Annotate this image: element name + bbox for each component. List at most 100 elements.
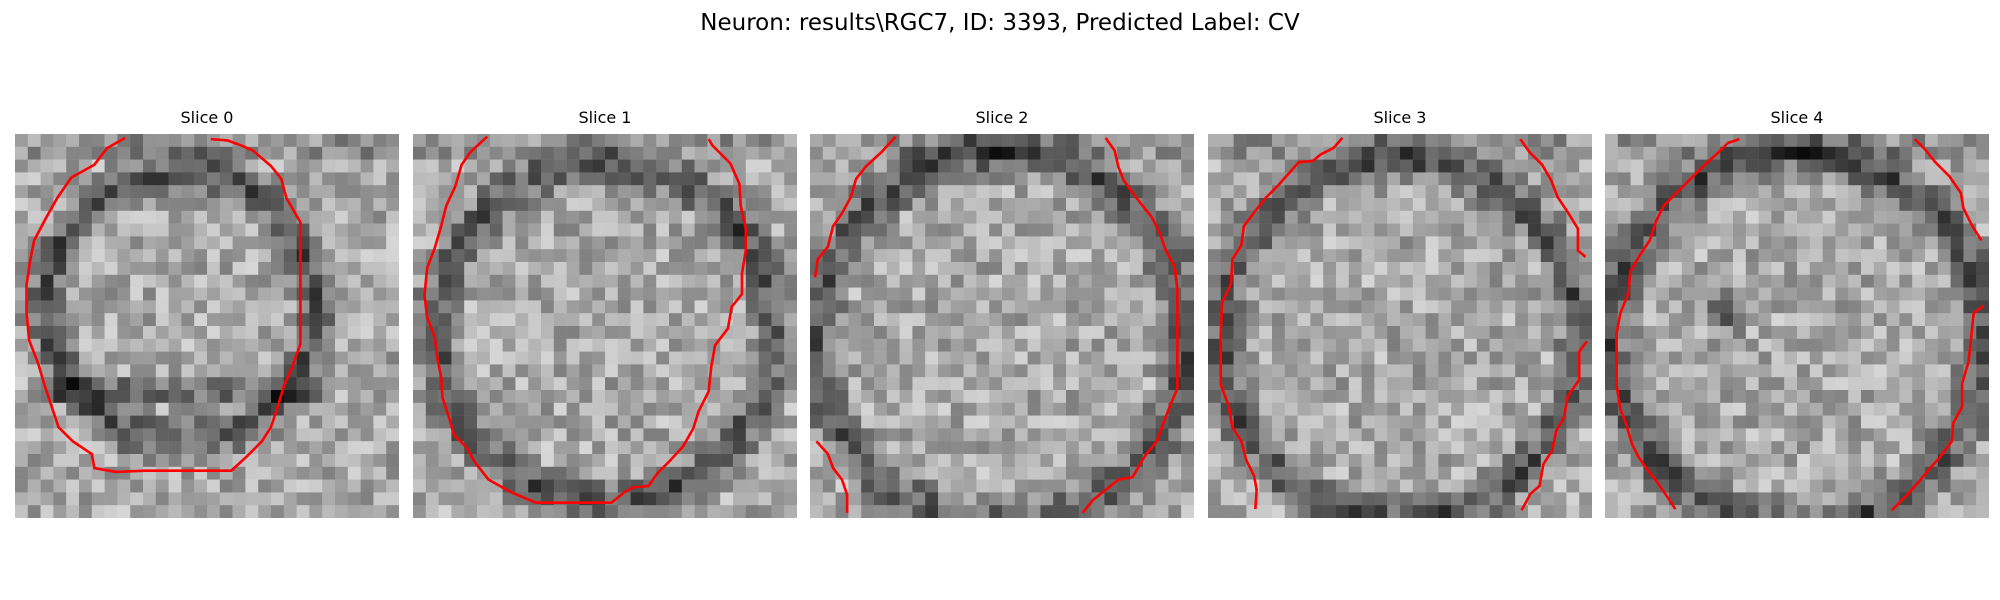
micrograph-pixel — [477, 146, 491, 160]
micrograph-pixel — [1208, 402, 1222, 416]
micrograph-pixel — [1886, 351, 1900, 365]
micrograph-pixel — [1208, 134, 1222, 148]
micrograph-pixel — [1400, 402, 1414, 416]
micrograph-pixel — [1707, 326, 1721, 340]
micrograph-pixel — [502, 172, 516, 186]
micrograph-pixel — [605, 274, 619, 288]
micrograph-pixel — [245, 351, 259, 365]
micrograph-pixel — [1272, 313, 1286, 327]
micrograph-pixel — [1181, 505, 1194, 518]
micrograph-pixel — [1027, 287, 1041, 301]
micrograph-pixel — [566, 364, 580, 378]
micrograph-pixel — [1528, 159, 1542, 173]
micrograph-pixel — [1681, 441, 1695, 455]
micrograph-pixel — [207, 185, 221, 199]
micrograph-pixel — [1528, 351, 1542, 365]
micrograph-pixel — [1336, 454, 1350, 468]
micrograph-pixel — [1758, 198, 1772, 212]
micrograph-pixel — [1579, 210, 1592, 224]
micrograph-pixel — [1451, 287, 1465, 301]
micrograph-pixel — [335, 402, 349, 416]
micrograph-pixel — [1822, 326, 1836, 340]
micrograph-pixel — [784, 159, 797, 173]
micrograph-pixel — [874, 300, 888, 314]
micrograph-pixel — [1284, 326, 1298, 340]
micrograph-pixel — [912, 415, 926, 429]
micrograph-pixel — [938, 377, 952, 391]
micrograph-pixel — [1361, 236, 1375, 250]
micrograph-pixel — [143, 428, 157, 442]
micrograph-pixel — [1937, 415, 1951, 429]
micrograph-pixel — [104, 505, 118, 518]
micrograph-pixel — [1515, 326, 1529, 340]
micrograph-pixel — [1078, 428, 1092, 442]
micrograph-pixel — [143, 262, 157, 276]
micrograph-pixel — [1656, 441, 1670, 455]
micrograph-pixel — [1233, 236, 1247, 250]
micrograph-pixel — [477, 172, 491, 186]
micrograph-pixel — [1233, 351, 1247, 365]
micrograph-pixel — [451, 223, 465, 237]
micrograph-pixel — [181, 236, 195, 250]
micrograph-pixel — [1272, 505, 1286, 518]
micrograph-pixel — [360, 223, 374, 237]
micrograph-pixel — [592, 198, 606, 212]
micrograph-pixel — [528, 134, 542, 148]
micrograph-pixel — [1142, 479, 1156, 493]
micrograph-pixel — [1540, 274, 1554, 288]
micrograph-pixel — [1155, 390, 1169, 404]
micrograph-pixel — [1374, 262, 1388, 276]
micrograph-pixel — [1694, 377, 1708, 391]
micrograph-pixel — [438, 454, 452, 468]
micrograph-pixel — [1681, 454, 1695, 468]
micrograph-pixel — [1643, 159, 1657, 173]
micrograph-pixel — [1553, 492, 1567, 506]
micrograph-pixel — [386, 505, 399, 518]
micrograph-pixel — [1400, 198, 1414, 212]
micrograph-pixel — [1643, 134, 1657, 148]
micrograph-pixel — [296, 198, 310, 212]
micrograph-pixel — [630, 236, 644, 250]
micrograph-pixel — [1809, 479, 1823, 493]
micrograph-pixel — [630, 402, 644, 416]
micrograph-pixel — [322, 454, 336, 468]
micrograph-pixel — [1438, 338, 1452, 352]
micrograph-pixel — [283, 326, 297, 340]
micrograph-pixel — [1130, 287, 1144, 301]
micrograph-pixel — [1374, 326, 1388, 340]
micrograph-pixel — [745, 262, 759, 276]
micrograph-pixel — [425, 198, 439, 212]
micrograph-pixel — [1348, 402, 1362, 416]
micrograph-pixel — [117, 159, 131, 173]
micrograph-pixel — [1438, 223, 1452, 237]
micrograph-pixel — [1809, 134, 1823, 148]
micrograph-pixel — [989, 198, 1003, 212]
micrograph-pixel — [669, 236, 683, 250]
micrograph-pixel — [1233, 313, 1247, 327]
micrograph-pixel — [592, 415, 606, 429]
micrograph-pixel — [181, 159, 195, 173]
segmentation-contour-2c — [816, 441, 847, 513]
micrograph-pixel — [322, 441, 336, 455]
micrograph-pixel — [91, 134, 105, 148]
micrograph-pixel — [207, 441, 221, 455]
micrograph-pixel — [1835, 505, 1849, 518]
micrograph-pixel — [91, 326, 105, 340]
micrograph-pixel — [1233, 364, 1247, 378]
micrograph-pixel — [1400, 210, 1414, 224]
micrograph-pixel — [912, 134, 926, 148]
micrograph-pixel — [1027, 146, 1041, 160]
micrograph-pixel — [1425, 300, 1439, 314]
micrograph-pixel — [950, 338, 964, 352]
micrograph-pixel — [232, 210, 246, 224]
micrograph-pixel — [1553, 326, 1567, 340]
micrograph-pixel — [451, 505, 465, 518]
micrograph-pixel — [322, 492, 336, 506]
micrograph-pixel — [168, 466, 182, 480]
micrograph-pixel — [1142, 454, 1156, 468]
micrograph-pixel — [1104, 377, 1118, 391]
micrograph-pixel — [1489, 134, 1503, 148]
micrograph-pixel — [1669, 390, 1683, 404]
micrograph-pixel — [1400, 274, 1414, 288]
micrograph-pixel — [810, 338, 824, 352]
